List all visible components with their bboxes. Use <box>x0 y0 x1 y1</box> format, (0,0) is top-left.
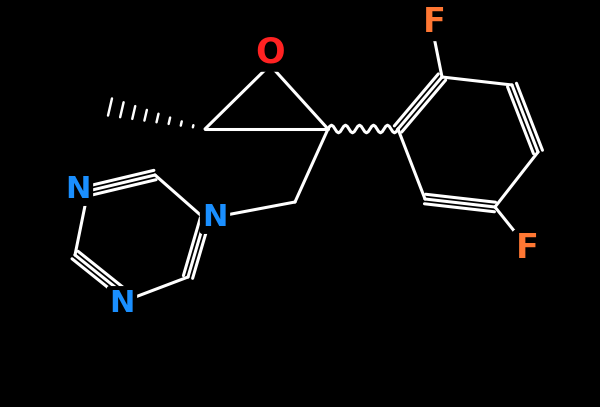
Text: F: F <box>515 232 538 265</box>
Text: F: F <box>422 6 445 39</box>
Text: N: N <box>202 203 227 232</box>
Text: O: O <box>255 35 285 69</box>
Text: N: N <box>109 289 134 317</box>
Text: N: N <box>65 175 91 204</box>
